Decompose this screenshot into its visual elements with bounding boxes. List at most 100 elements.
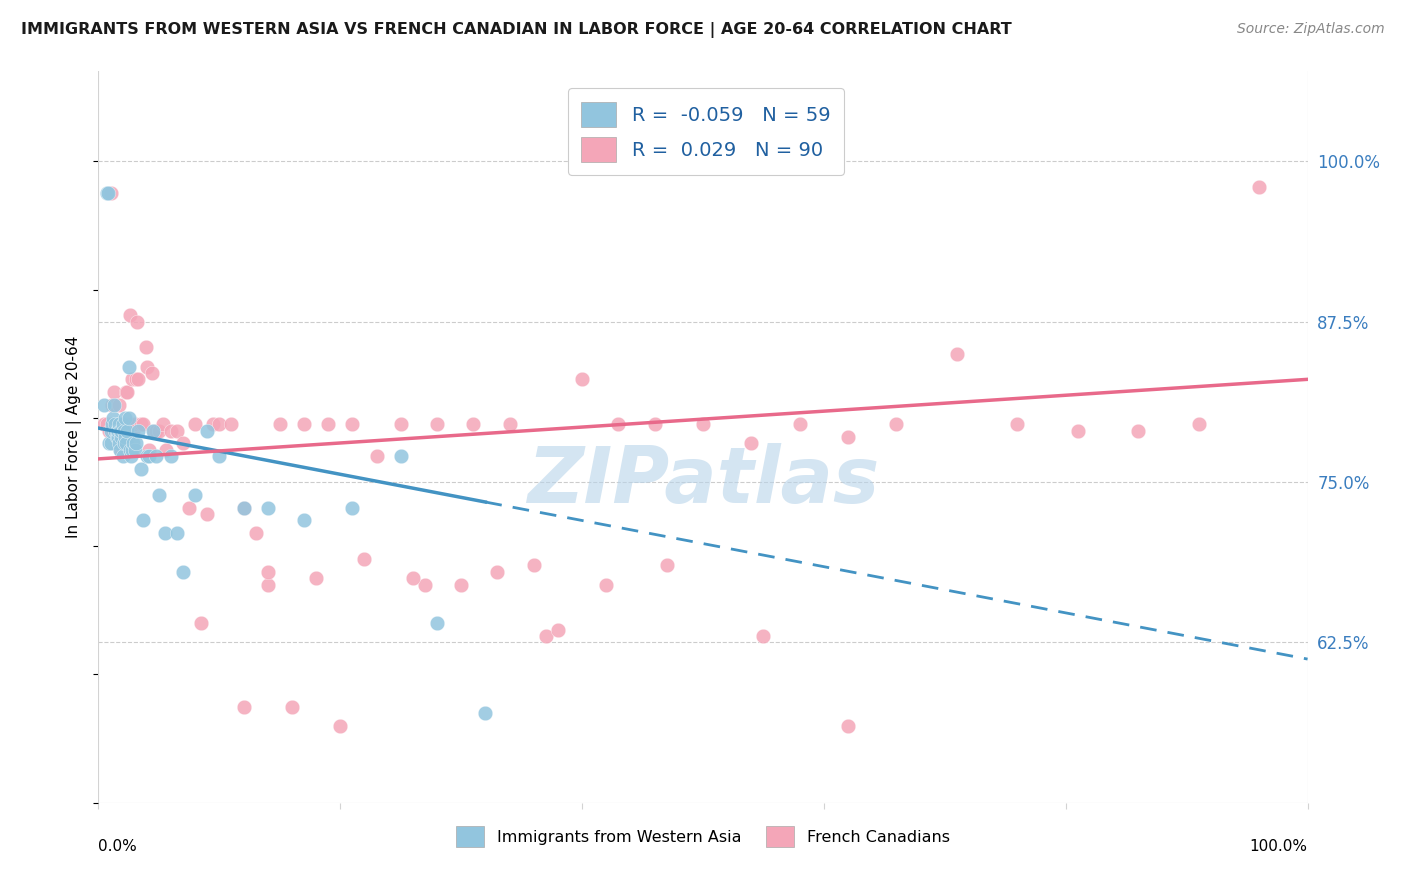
Point (143, 424, 166, 438)
Point (1007, 417, 1029, 432)
Point (752, 629, 775, 643)
Point (166, 424, 188, 438)
Point (152, 417, 174, 432)
Point (232, 699, 254, 714)
Point (256, 577, 278, 591)
Point (100, 417, 122, 432)
Point (172, 436, 194, 450)
Text: IMMIGRANTS FROM WESTERN ASIA VS FRENCH CANADIAN IN LABOR FORCE | AGE 20-64 CORRE: IMMIGRANTS FROM WESTERN ASIA VS FRENCH C… (21, 22, 1012, 38)
Point (148, 424, 170, 438)
Point (256, 500, 278, 515)
Point (232, 500, 254, 515)
Point (100, 424, 122, 438)
Point (124, 442, 146, 457)
Point (179, 500, 201, 515)
Point (316, 417, 339, 432)
Point (486, 565, 509, 579)
Point (534, 629, 557, 643)
Point (104, 424, 127, 438)
Point (221, 417, 243, 432)
Point (121, 442, 143, 457)
Point (108, 436, 131, 450)
Point (389, 450, 412, 464)
Point (692, 417, 714, 432)
Point (104, 424, 127, 438)
Point (195, 507, 218, 521)
Point (155, 442, 177, 457)
Point (160, 450, 183, 464)
Point (292, 514, 315, 528)
Point (108, 424, 131, 438)
Point (413, 577, 436, 591)
Point (232, 500, 254, 515)
Point (107, 430, 129, 444)
Point (105, 424, 128, 438)
Point (426, 616, 449, 631)
Text: Source: ZipAtlas.com: Source: ZipAtlas.com (1237, 22, 1385, 37)
Point (1067, 424, 1090, 438)
Point (104, 417, 127, 432)
Point (118, 410, 141, 425)
Point (190, 616, 212, 631)
Point (342, 417, 364, 432)
Point (118, 308, 141, 322)
Legend: Immigrants from Western Asia, French Canadians: Immigrants from Western Asia, French Can… (450, 820, 956, 854)
Point (644, 417, 666, 432)
Point (125, 372, 148, 386)
Point (166, 526, 188, 541)
Point (353, 552, 375, 566)
Point (184, 417, 207, 432)
Point (110, 442, 132, 457)
Point (118, 359, 141, 374)
Point (114, 424, 136, 438)
Point (105, 430, 128, 444)
Point (523, 558, 546, 573)
Point (292, 417, 315, 432)
Point (108, 442, 131, 457)
Point (184, 488, 207, 502)
Point (789, 417, 811, 432)
Text: 100.0%: 100.0% (1250, 839, 1308, 855)
Point (547, 623, 569, 637)
Point (135, 450, 157, 464)
Point (118, 442, 141, 457)
Point (172, 565, 194, 579)
Point (105, 417, 128, 432)
Point (281, 699, 304, 714)
Point (112, 436, 135, 450)
Point (256, 565, 278, 579)
Point (100, 436, 122, 450)
Point (127, 315, 149, 329)
Point (153, 526, 176, 541)
Point (114, 430, 136, 444)
Text: ZIPatlas: ZIPatlas (527, 443, 879, 519)
Point (111, 417, 134, 432)
Point (145, 424, 167, 438)
Point (110, 430, 132, 444)
Point (132, 417, 155, 432)
Point (426, 417, 449, 432)
Point (129, 417, 152, 432)
Point (107, 424, 129, 438)
Point (100, 398, 122, 412)
Point (607, 417, 630, 432)
Point (837, 430, 859, 444)
Point (124, 417, 146, 432)
Point (138, 450, 160, 464)
Point (121, 372, 143, 386)
Point (97, 186, 120, 201)
Point (98, 424, 121, 438)
Point (595, 577, 617, 591)
Point (571, 372, 593, 386)
Point (122, 424, 145, 438)
Point (107, 424, 129, 438)
Point (132, 514, 155, 528)
Point (98, 436, 121, 450)
Point (111, 417, 134, 432)
Point (886, 417, 908, 432)
Point (100, 186, 122, 201)
Point (117, 385, 139, 400)
Point (498, 417, 520, 432)
Point (114, 410, 136, 425)
Point (148, 488, 170, 502)
